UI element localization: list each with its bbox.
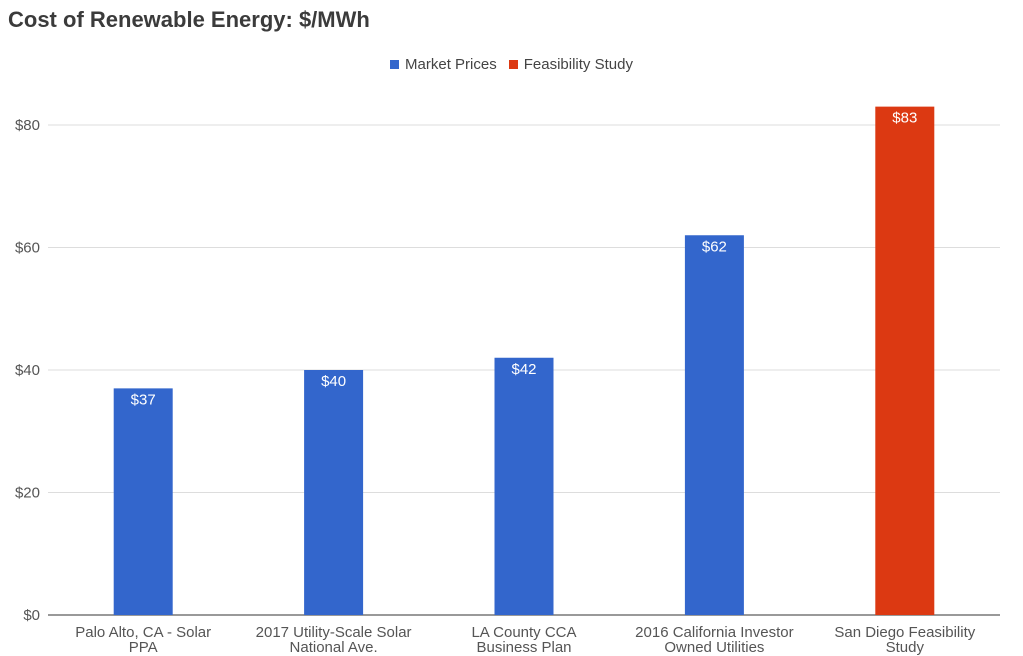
bar-market-prices[interactable] xyxy=(113,388,173,615)
legend-swatch-market-prices xyxy=(390,60,400,69)
bar-feasibility-study[interactable] xyxy=(875,106,935,615)
x-category-label: 2017 Utility-Scale Solar xyxy=(256,624,412,641)
legend-label-feasibility-study: Feasibility Study xyxy=(523,56,633,73)
x-category-label: PPA xyxy=(129,639,158,656)
data-label: $83 xyxy=(892,110,917,127)
x-category-label: Owned Utilities xyxy=(664,639,764,656)
y-tick-label: $40 xyxy=(15,362,40,379)
y-tick-label: $80 xyxy=(15,117,40,134)
bar-market-prices[interactable] xyxy=(304,370,364,615)
y-tick-label: $20 xyxy=(15,485,40,502)
bar-market-prices[interactable] xyxy=(684,235,744,615)
x-category-label: 2016 California Investor xyxy=(635,624,793,641)
x-category-label: National Ave. xyxy=(290,639,378,656)
x-category-label: Business Plan xyxy=(476,639,571,656)
x-category-label: LA County CCA xyxy=(471,624,576,641)
x-category-label: San Diego Feasibility xyxy=(834,624,975,641)
data-label: $42 xyxy=(511,361,536,378)
chart-title: Cost of Renewable Energy: $/MWh xyxy=(8,7,370,32)
x-category-label: Palo Alto, CA - Solar xyxy=(75,624,211,641)
legend-swatch-feasibility-study xyxy=(508,60,518,69)
y-tick-label: $0 xyxy=(23,607,40,624)
bar-market-prices[interactable] xyxy=(494,357,554,615)
data-label: $37 xyxy=(131,391,156,408)
legend-label-market-prices: Market Prices xyxy=(405,56,497,73)
legend-item-feasibility-study[interactable]: Feasibility Study xyxy=(508,56,633,73)
legend-item-market-prices[interactable]: Market Prices xyxy=(390,56,497,73)
chart-legend: Market Prices Feasibility Study xyxy=(0,56,1023,73)
data-label: $40 xyxy=(321,373,346,390)
y-tick-label: $60 xyxy=(15,240,40,257)
data-label: $62 xyxy=(702,238,727,255)
x-category-label: Study xyxy=(886,639,925,656)
